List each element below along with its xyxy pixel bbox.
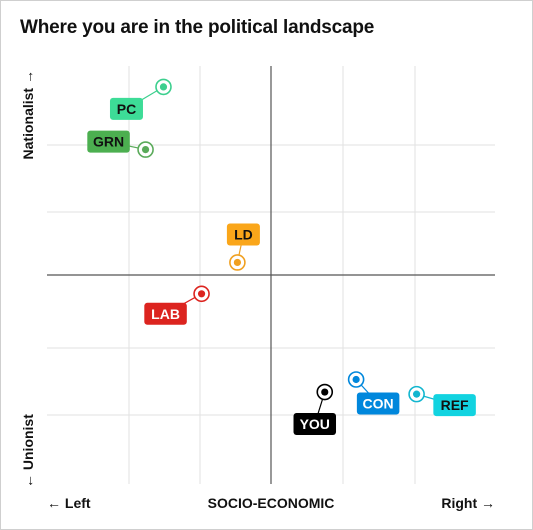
party-label-you: YOU xyxy=(300,416,330,432)
party-label-box xyxy=(87,130,130,153)
y-axis-top-label: Nationalist → xyxy=(20,70,36,159)
point-dot xyxy=(352,375,360,384)
point-dot xyxy=(321,388,329,396)
party-label-box xyxy=(433,394,476,417)
point-dot xyxy=(197,290,206,298)
axis-labels: ← Left SOCIO-ECONOMIC Right → Nationalis… xyxy=(20,70,495,511)
party-label-box xyxy=(226,223,260,246)
party-point-con: CON xyxy=(347,371,400,415)
party-label-box xyxy=(293,413,337,436)
point-dot xyxy=(233,258,241,267)
x-axis-left-label: ← Left xyxy=(47,495,91,511)
party-point-ld: LD xyxy=(226,223,260,271)
party-point-ref: REF xyxy=(408,385,476,417)
x-axis-right-label: Right → xyxy=(441,495,495,511)
party-point-lab: LAB xyxy=(144,285,210,325)
chart-title: Where you are in the political landscape xyxy=(20,17,375,38)
party-points: PC GRN LD LAB YOU CON REF xyxy=(87,78,476,436)
party-label-con: CON xyxy=(363,396,394,412)
party-label-grn: GRN xyxy=(93,134,124,150)
party-label-box xyxy=(109,97,143,120)
party-point-grn: GRN xyxy=(87,130,154,158)
point-dot xyxy=(141,146,150,154)
party-label-pc: PC xyxy=(117,101,136,117)
point-dot xyxy=(159,83,168,91)
party-point-you: YOU xyxy=(293,383,337,436)
party-label-lab: LAB xyxy=(151,306,180,322)
party-label-box xyxy=(144,302,187,325)
party-point-pc: PC xyxy=(109,78,172,120)
party-label-ld: LD xyxy=(234,226,253,242)
point-dot xyxy=(413,390,421,398)
party-label-ref: REF xyxy=(441,397,469,413)
party-label-box xyxy=(356,392,400,415)
y-axis-bottom-label: ← Unionist xyxy=(20,414,36,488)
x-axis-title: SOCIO-ECONOMIC xyxy=(208,495,335,511)
axes xyxy=(47,66,495,484)
